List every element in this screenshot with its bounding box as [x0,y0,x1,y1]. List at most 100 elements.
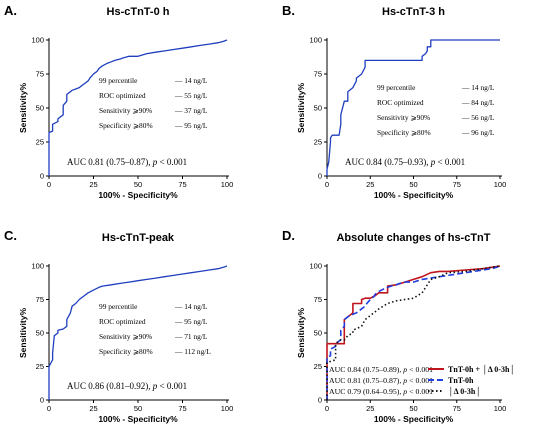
panel-letter: B. [282,3,295,18]
x-tick-label: 0 [325,404,329,413]
x-tick-label: 75 [453,180,461,189]
y-tick-label: 75 [314,70,322,79]
x-tick-label: 0 [47,180,51,189]
note-label: 99 percentile [377,83,416,92]
chart-panel-4: D. Absolute changes of hs-cTnT 0 25 50 75 100 0… [282,228,515,424]
note-label: Specificity ⩾80% [99,347,153,356]
x-tick-label: 75 [178,404,186,413]
auc-label: AUC 0.84 (0.75–0.89), p < 0.001 [329,365,433,374]
note-label: ROC optimized [99,317,146,326]
note-value: — 95 ng/L [174,317,208,326]
roc-curve-1 [48,265,228,400]
roc-curve-3 [326,265,501,400]
note-label: 99 percentile [99,76,138,85]
x-tick-label: 50 [134,180,142,189]
chart-panel-2: B. Hs-cTnT-3 h 0 25 50 75 100 0 25 50 75 100 100% - … [282,3,506,200]
auc-label: AUC 0.86 (0.81–0.92), p < 0.001 [67,381,187,391]
roc-curve-1 [326,265,501,400]
legend-label: TnT-0h + │Δ 0-3h│ [448,364,515,375]
note-value: — 14 ng/L [174,76,208,85]
y-tick-label: 25 [36,138,44,147]
panel-title: Absolute changes of hs-cTnT [336,232,490,244]
note-label: ROC optimized [377,98,424,107]
x-tick-label: 50 [409,404,417,413]
note-value: — 55 ng/L [174,91,208,100]
chart-panel-3: C. Hs-cTnT-peak 0 25 50 75 100 0 25 50 75 100 100% -… [4,228,233,424]
note-value: — 37 ng/L [174,106,208,115]
x-tick-label: 0 [47,404,51,413]
y-tick-label: 100 [31,262,44,271]
note-label: 99 percentile [99,302,138,311]
x-tick-label: 50 [409,180,417,189]
y-tick-label: 50 [36,104,44,113]
x-tick-label: 100 [221,180,234,189]
y-axis-title: Sensitivity% [18,83,28,134]
y-tick-label: 75 [36,70,44,79]
x-tick-label: 100 [494,180,507,189]
auc-label: AUC 0.79 (0.64–0.95), p < 0.001 [329,387,433,396]
y-tick-label: 25 [314,362,322,371]
y-tick-label: 100 [309,36,322,45]
note-label: Specificity ⩾80% [377,128,431,137]
panel-letter: D. [282,228,295,243]
x-tick-label: 75 [178,180,186,189]
note-label: Sensitivity ⩾90% [377,113,430,122]
y-tick-label: 25 [314,138,322,147]
y-tick-label: 75 [314,295,322,304]
panel-letter: A. [4,3,17,18]
y-tick-label: 25 [36,362,44,371]
y-tick-label: 100 [309,262,322,271]
y-tick-label: 75 [36,295,44,304]
note-label: Sensitivity ⩾90% [99,332,152,341]
y-tick-label: 0 [318,396,322,405]
auc-label: AUC 0.84 (0.75–0.93), p < 0.001 [345,157,465,167]
note-value: — 56 ng/L [461,113,495,122]
note-value: — 112 ng/L [174,347,211,356]
x-axis-title: 100% - Specificity% [374,414,454,424]
y-axis-title: Sensitivity% [18,308,28,359]
x-axis-title: 100% - Specificity% [374,190,454,200]
y-tick-label: 50 [314,104,322,113]
x-tick-label: 25 [366,404,374,413]
roc-curve-2 [326,265,501,400]
x-tick-label: 50 [134,404,142,413]
auc-label: AUC 0.81 (0.75–0.87), p < 0.001 [67,157,187,167]
y-tick-label: 50 [36,329,44,338]
y-axis-title: Sensitivity% [296,308,306,359]
y-tick-label: 0 [40,396,44,405]
y-tick-label: 100 [31,36,44,45]
x-tick-label: 25 [366,180,374,189]
note-label: Sensitivity ⩾90% [99,106,152,115]
roc-curve-1 [48,39,228,176]
x-tick-label: 100 [221,404,234,413]
auc-label: AUC 0.81 (0.75–0.87), p < 0.001 [329,376,433,385]
note-label: ROC optimized [99,91,146,100]
y-axis-title: Sensitivity% [296,83,306,134]
x-axis-title: 100% - Specificity% [98,190,178,200]
panel-title: Hs-cTnT-0 h [107,6,170,18]
chart-panel-1: A. Hs-cTnT-0 h 0 25 50 75 100 0 25 50 75 100 100% - … [4,3,233,200]
legend-label: │Δ 0-3h│ [448,386,481,397]
x-tick-label: 75 [453,404,461,413]
note-value: — 84 ng/L [461,98,495,107]
y-tick-label: 0 [318,172,322,181]
note-value: — 95 ng/L [174,121,208,130]
note-value: — 14 ng/L [461,83,495,92]
y-tick-label: 0 [40,172,44,181]
panel-title: Hs-cTnT-peak [102,232,175,244]
panel-title: Hs-cTnT-3 h [382,6,445,18]
legend-label: TnT-0h [448,376,474,385]
x-tick-label: 100 [494,404,507,413]
y-tick-label: 50 [314,329,322,338]
note-value: — 14 ng/L [174,302,208,311]
note-value: — 71 ng/L [174,332,208,341]
note-label: Specificity ⩾80% [99,121,153,130]
panel-letter: C. [4,228,17,243]
x-tick-label: 25 [89,180,97,189]
note-value: — 96 ng/L [461,128,495,137]
roc-curve-1 [326,39,500,176]
x-tick-label: 0 [325,180,329,189]
x-axis-title: 100% - Specificity% [98,414,178,424]
x-tick-label: 25 [89,404,97,413]
